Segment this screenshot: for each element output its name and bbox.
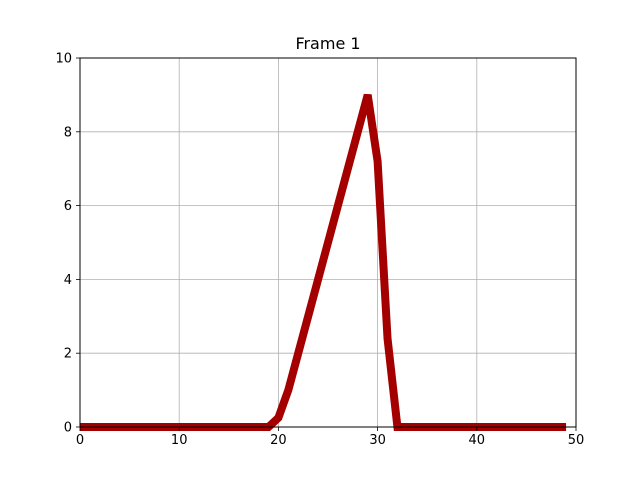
y-tick-label: 4 bbox=[64, 273, 72, 288]
plot-frame bbox=[79, 57, 577, 428]
x-axis: 0 10 20 30 40 50 bbox=[76, 427, 584, 448]
x-tick-label: 0 bbox=[76, 433, 84, 448]
y-axis: 0 2 4 6 8 10 bbox=[55, 52, 80, 436]
chart-title: Frame 1 bbox=[295, 34, 360, 53]
y-tick-label: 2 bbox=[64, 347, 72, 362]
x-tick-label: 50 bbox=[568, 433, 585, 448]
x-tick-label: 20 bbox=[270, 433, 287, 448]
y-tick-label: 8 bbox=[64, 125, 72, 140]
y-tick-label: 6 bbox=[64, 199, 72, 214]
x-tick-label: 30 bbox=[369, 433, 386, 448]
x-tick-label: 40 bbox=[469, 433, 486, 448]
series-layer bbox=[80, 93, 567, 431]
y-tick-label: 0 bbox=[64, 421, 72, 436]
x-tick-label: 10 bbox=[171, 433, 188, 448]
y-tick-label: 10 bbox=[55, 52, 72, 67]
series-line bbox=[80, 93, 567, 431]
